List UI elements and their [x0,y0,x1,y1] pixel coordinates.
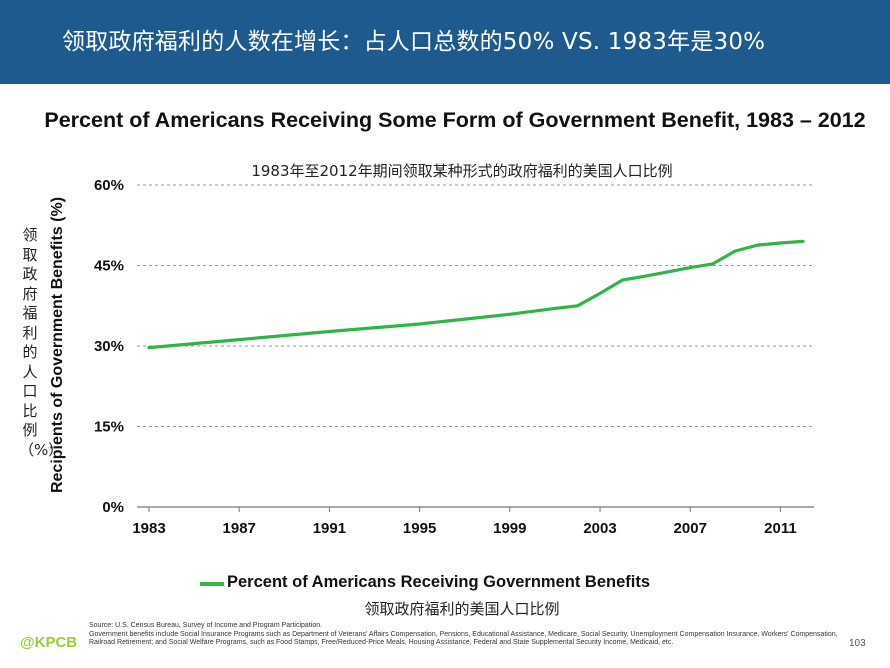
x-tick-label: 1995 [403,520,436,537]
legend-swatch [200,582,224,586]
x-tick-label: 2007 [674,520,707,537]
grid-layer [137,184,814,427]
y-tick-label: 0% [102,499,124,516]
x-tick-label: 1987 [223,520,256,537]
chart-subtitle: 1983年至2012年期间领取某种形式的政府福利的美国人口比例 [251,162,673,180]
x-tick-label: 1991 [313,520,346,537]
axis-layer [137,506,814,512]
legend-label: Percent of Americans Receiving Governmen… [227,573,651,591]
x-tick-label: 2003 [583,520,616,537]
y-tick-label: 30% [94,338,124,355]
page-number: 103 [849,638,866,649]
y-tick-label: 45% [94,258,124,275]
x-tick-label: 1983 [132,520,165,537]
series-layer [147,239,805,350]
source-line: Source: U.S. Census Bureau, Survey of In… [89,622,323,629]
legend-label-cn: 领取政府福利的美国人口比例 [364,600,560,618]
slide-title: 领取政府福利的人数在增长：占人口总数的50% VS. 1983年是30% [62,29,766,55]
source-detail: Government benefits include Social Insur… [89,630,838,647]
y-tick-label: 60% [94,177,124,194]
x-tick-label: 1999 [493,520,526,537]
header-bar: 领取政府福利的人数在增长：占人口总数的50% VS. 1983年是30% [0,0,890,84]
tick-layer: 0% 15% 30% 45% 60% 1983 1987 1991 1995 1999 2003 20… [94,177,797,537]
logo-text: @KPCB [20,634,78,651]
y-tick-label: 15% [94,419,124,436]
chart-title: Percent of Americans Receiving Some Form… [44,108,866,132]
series-line [147,239,805,350]
x-tick-label: 2011 [764,520,797,537]
source-note: Source: U.S. Census Bureau, Survey of In… [89,622,849,648]
